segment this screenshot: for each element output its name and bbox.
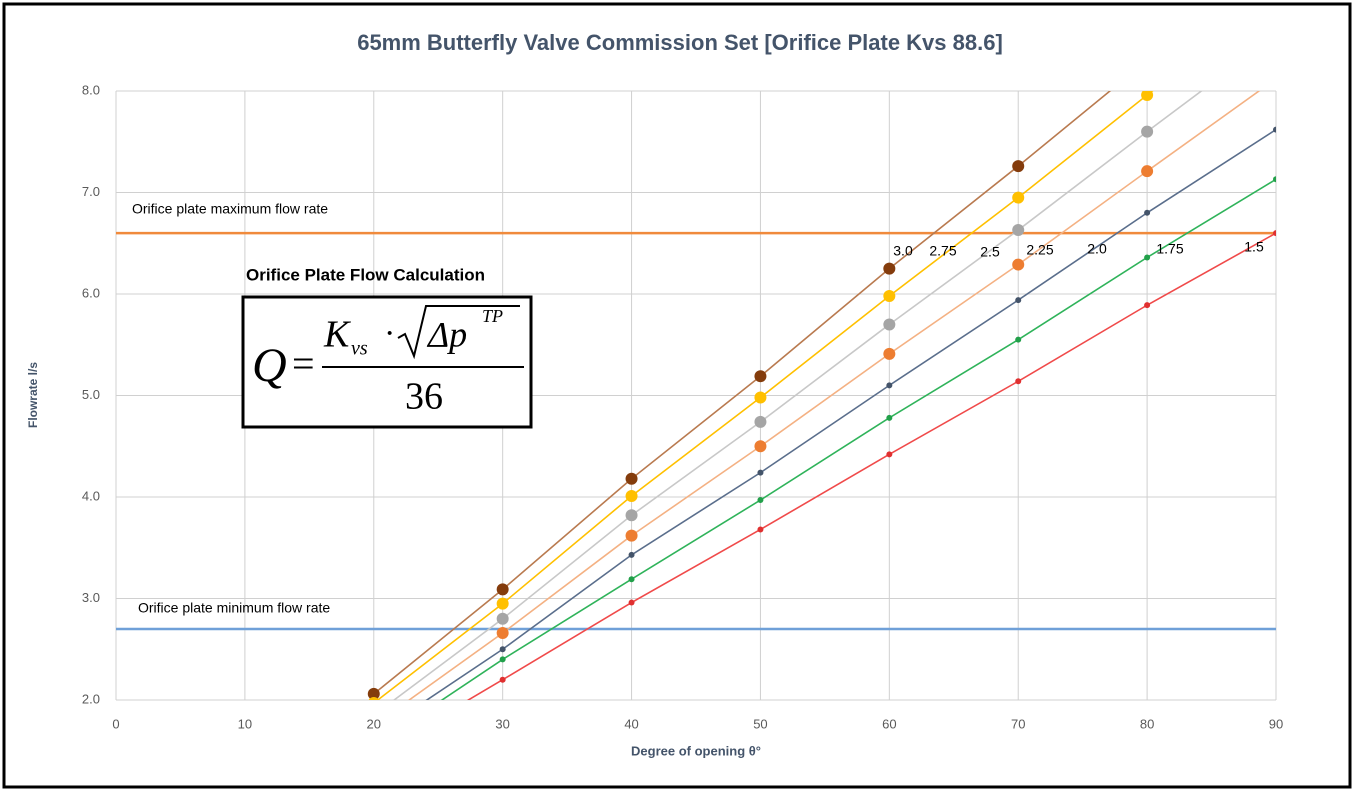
- data-point: [625, 472, 638, 485]
- data-point: [367, 687, 380, 700]
- data-point: [883, 290, 896, 303]
- x-tick-label: 40: [624, 716, 638, 731]
- data-point: [628, 599, 635, 606]
- data-point: [1144, 209, 1151, 216]
- x-tick-label: 0: [112, 716, 119, 731]
- x-tick-label: 90: [1269, 716, 1283, 731]
- data-point: [883, 347, 896, 360]
- y-tick-label: 2.0: [82, 691, 100, 706]
- data-point: [496, 583, 509, 596]
- data-point: [754, 391, 767, 404]
- reference-label: Orifice plate maximum flow rate: [132, 201, 328, 217]
- formula-dot: ·: [384, 315, 395, 352]
- data-point: [499, 646, 506, 653]
- data-point: [754, 440, 767, 453]
- formula-box: Q = K vs · Δp TP 36: [241, 295, 533, 429]
- data-point: [883, 318, 896, 331]
- formula-lhs: Q: [252, 339, 287, 392]
- series-line: [425, 128, 1276, 700]
- data-point: [886, 382, 893, 389]
- x-tick-label: 10: [238, 716, 252, 731]
- data-point: [754, 415, 767, 428]
- series-line: [407, 91, 1261, 700]
- series-line: [373, 91, 1112, 695]
- series-label: 1.5: [1244, 239, 1264, 255]
- data-point: [628, 551, 635, 558]
- labels: 0 10 20 30 40 50 60 70 80 90 2.0 3.0 4.0 5.0 6.0 7.0 8.0…: [82, 82, 1283, 731]
- data-point: [1273, 126, 1276, 133]
- data-point: [1012, 224, 1025, 237]
- x-tick-label: 70: [1011, 716, 1025, 731]
- data-point: [625, 529, 638, 542]
- y-axis-label: Flowrate l/s: [26, 362, 40, 428]
- data-point: [496, 612, 509, 625]
- data-point: [757, 497, 764, 504]
- series-line: [466, 232, 1276, 700]
- series-line: [392, 91, 1203, 700]
- series-line: [376, 91, 1154, 700]
- data-point: [499, 676, 506, 683]
- series-label: 2.0: [1087, 241, 1107, 257]
- formula-heading: Orifice Plate Flow Calculation: [246, 265, 485, 284]
- formula-radicand-sup: TP: [482, 306, 503, 326]
- chart-title: 65mm Butterfly Valve Commission Set [Ori…: [357, 30, 1003, 55]
- data-point: [368, 697, 379, 700]
- plot-area: [367, 91, 1276, 700]
- series-label: 1.75: [1156, 241, 1183, 257]
- data-point: [628, 576, 635, 583]
- data-point: [1015, 336, 1022, 343]
- data-point: [1141, 91, 1154, 102]
- y-tick-label: 4.0: [82, 488, 100, 503]
- data-point: [1273, 230, 1276, 237]
- y-tick-label: 6.0: [82, 285, 100, 300]
- y-tick-label: 7.0: [82, 184, 100, 199]
- data-point: [1015, 378, 1022, 385]
- x-tick-label: 30: [495, 716, 509, 731]
- data-point: [625, 509, 638, 522]
- series-label: 3.0: [893, 243, 913, 259]
- data-point: [1012, 191, 1025, 204]
- data-point: [886, 451, 893, 458]
- data-point: [499, 656, 506, 663]
- formula-equals: =: [292, 341, 315, 386]
- y-tick-label: 5.0: [82, 387, 100, 402]
- data-point: [1015, 297, 1022, 304]
- formula-radicand: Δp: [426, 314, 467, 354]
- data-point: [1012, 160, 1025, 173]
- data-point: [754, 370, 767, 383]
- x-axis-label: Degree of opening θ°: [631, 743, 761, 758]
- data-point: [1012, 258, 1025, 271]
- series-line: [440, 178, 1276, 700]
- data-point: [757, 469, 764, 476]
- sqrt-sign: [397, 305, 520, 360]
- x-tick-label: 50: [753, 716, 767, 731]
- y-tick-label: 3.0: [82, 590, 100, 605]
- series-label: 2.75: [929, 243, 956, 259]
- data-point: [1144, 254, 1151, 261]
- series-label: 2.5: [980, 244, 1000, 260]
- formula-frame: [241, 295, 533, 429]
- formula-coefficient: K: [323, 314, 351, 356]
- x-tick-label: 80: [1140, 716, 1154, 731]
- data-point: [883, 262, 896, 275]
- reference-label: Orifice plate minimum flow rate: [138, 600, 330, 616]
- data-point: [1273, 176, 1276, 183]
- data-point: [496, 597, 509, 610]
- data-point: [625, 489, 638, 502]
- data-point: [1141, 125, 1154, 138]
- data-point: [757, 526, 764, 533]
- y-tick-label: 8.0: [82, 82, 100, 97]
- x-tick-label: 60: [882, 716, 896, 731]
- formula-denominator: 36: [405, 376, 443, 418]
- x-tick-label: 20: [367, 716, 381, 731]
- series-label: 2.25: [1026, 242, 1053, 258]
- data-point: [1144, 302, 1151, 309]
- formula-coefficient-sub: vs: [351, 338, 368, 360]
- data-point: [1141, 165, 1154, 178]
- data-point: [886, 414, 893, 421]
- data-point: [496, 627, 509, 640]
